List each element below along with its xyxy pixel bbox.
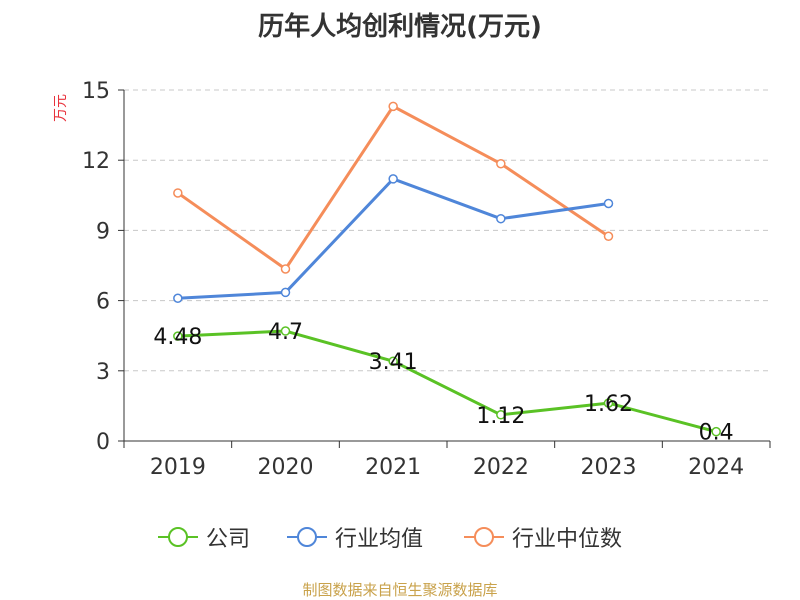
data-point xyxy=(388,174,398,184)
legend-marker-icon xyxy=(158,527,198,547)
data-label: 4.48 xyxy=(153,325,202,350)
data-point xyxy=(388,101,398,112)
legend-marker-icon xyxy=(464,527,504,547)
legend-label: 行业均值 xyxy=(335,527,424,552)
legend-item-industry-average[interactable]: 行业均值 xyxy=(287,520,423,554)
y-tick-label: 9 xyxy=(96,219,110,244)
data-label: 0.4 xyxy=(699,421,734,446)
y-tick-label: 15 xyxy=(82,79,110,104)
data-point xyxy=(711,426,721,437)
legend-label: 公司 xyxy=(206,527,251,552)
y-tick-label: 3 xyxy=(96,360,110,385)
data-point xyxy=(603,231,614,241)
chart-title: 历年人均创利情况(万元) xyxy=(258,12,542,42)
data-label: 1.62 xyxy=(584,392,633,417)
data-point xyxy=(173,331,183,341)
x-tick-label: 2023 xyxy=(581,455,637,480)
data-point xyxy=(280,264,291,274)
legend-label: 行业中位数 xyxy=(512,527,623,552)
data-point xyxy=(603,398,614,408)
legend-item-company[interactable]: 公司 xyxy=(158,520,250,554)
data-point xyxy=(496,410,506,420)
data-source-note: 制图数据来自恒生聚源数据库 xyxy=(302,581,498,599)
legend-item-industry-median[interactable]: 行业中位数 xyxy=(464,520,622,554)
series-line-company xyxy=(177,329,717,434)
data-point xyxy=(388,356,398,366)
y-tick-label: 6 xyxy=(96,290,110,315)
series-line-industry-median xyxy=(176,104,610,271)
y-tick-label: 12 xyxy=(82,149,110,174)
y-tick-label: 0 xyxy=(96,430,110,455)
x-tick-label: 2022 xyxy=(473,455,529,480)
data-point xyxy=(496,158,506,169)
data-point xyxy=(603,198,614,209)
data-point xyxy=(280,326,291,336)
x-tick-label: 2019 xyxy=(150,455,206,480)
legend-marker-icon xyxy=(287,527,327,547)
x-tick-label: 2024 xyxy=(688,455,744,480)
data-label: 1.12 xyxy=(476,404,525,429)
data-label: 3.41 xyxy=(369,350,418,375)
data-point xyxy=(280,287,291,298)
data-point xyxy=(173,188,183,198)
data-point xyxy=(173,293,183,304)
data-label: 4.7 xyxy=(268,320,303,345)
x-tick-label: 2020 xyxy=(258,455,314,480)
data-point xyxy=(496,213,506,224)
x-tick-label: 2021 xyxy=(365,455,421,480)
